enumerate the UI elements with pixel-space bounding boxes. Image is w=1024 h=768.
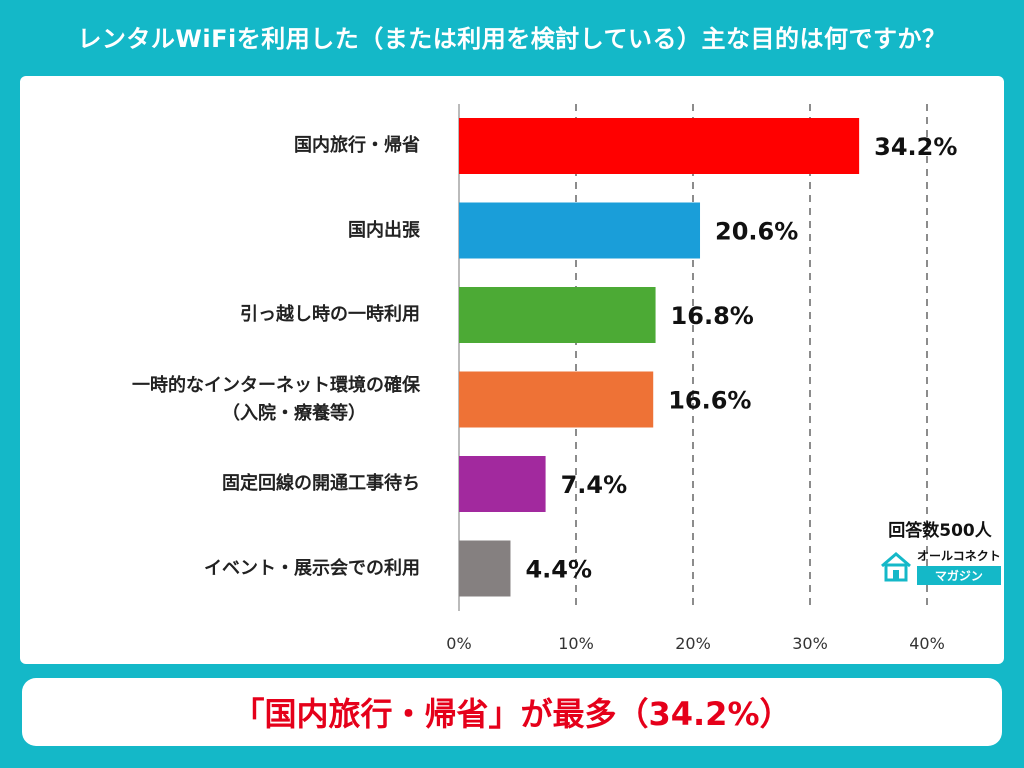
category-label: 国内旅行・帰省 xyxy=(294,132,420,160)
chart-panel: 0% 10% 20% 30% 40% 34.2% 20.6% 16.8% 16.6% 7.4% 4.… xyxy=(20,76,1004,664)
category-label-line: 引っ越し時の一時利用 xyxy=(240,304,420,325)
x-tick-label: 20% xyxy=(675,634,711,653)
category-label-line: （入院・療養等） xyxy=(222,402,366,424)
logo-text-bottom: マガジン xyxy=(917,566,1001,585)
x-tick-label: 10% xyxy=(558,634,594,653)
category-label: 固定回線の開通工事待ち xyxy=(222,470,420,498)
category-label-line: 国内旅行・帰省 xyxy=(294,135,420,156)
house-logo-icon xyxy=(881,552,911,582)
bar-chart: 0% 10% 20% 30% 40% 34.2% 20.6% 16.8% 16.6% 7.4% 4.… xyxy=(446,104,957,653)
category-label-line: 国内出張 xyxy=(348,219,420,241)
bar-value-label: 16.8% xyxy=(671,302,754,330)
category-label-line: 固定回線の開通工事待ち xyxy=(222,473,420,494)
bar-value-label: 7.4% xyxy=(561,471,628,499)
chart-title: レンタルWiFiを利用した（または利用を検討している）主な目的は何ですか？ xyxy=(77,24,947,53)
category-label-line: イベント・展示会での利用 xyxy=(204,557,420,579)
respondents-badge: 回答数500人 オールコネクト マガジン xyxy=(875,516,1005,585)
respondent-count: 回答数500人 xyxy=(888,521,992,541)
bar xyxy=(459,456,546,512)
bar-value-label: 16.6% xyxy=(668,387,751,415)
bar-value-label: 20.6% xyxy=(715,218,798,246)
x-tick-label: 30% xyxy=(792,634,828,653)
category-label: 引っ越し時の一時利用 xyxy=(240,301,420,329)
category-label: 国内出張 xyxy=(348,217,420,245)
category-label: 一時的なインターネット環境の確保 （入院・療養等） xyxy=(132,372,420,428)
bar-value-label: 4.4% xyxy=(525,556,592,584)
conclusion-text: 「国内旅行・帰省」が最多（34.2%） xyxy=(232,695,792,733)
bar xyxy=(459,540,511,597)
x-tick-label: 0% xyxy=(446,634,471,653)
category-label-line: 一時的なインターネット環境の確保 xyxy=(132,374,420,396)
bar xyxy=(459,202,701,259)
x-tick-label: 40% xyxy=(909,634,945,653)
logo-text-top: オールコネクト xyxy=(917,549,1001,563)
category-label: イベント・展示会での利用 xyxy=(204,555,420,583)
bar xyxy=(459,287,656,343)
logo: オールコネクト マガジン xyxy=(879,547,1005,585)
conclusion-banner: 「国内旅行・帰省」が最多（34.2%） xyxy=(22,678,1002,746)
bar-value-label: 34.2% xyxy=(874,133,957,161)
bar xyxy=(459,118,860,174)
bar xyxy=(459,371,654,428)
